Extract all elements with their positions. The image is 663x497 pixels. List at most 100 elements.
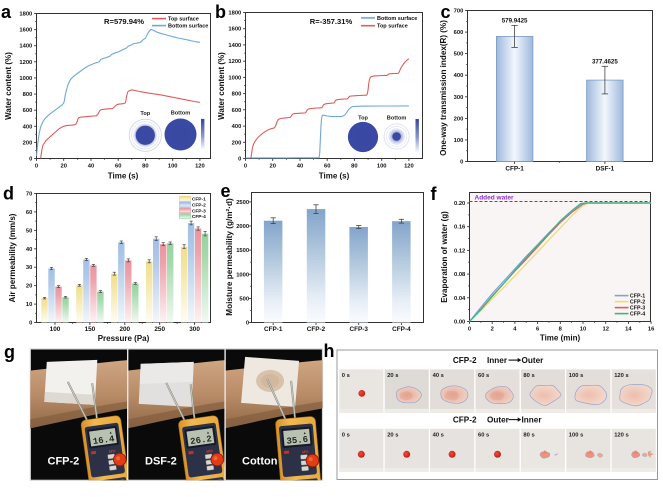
svg-text:Top: Top <box>358 116 368 122</box>
svg-text:g: g <box>4 342 15 362</box>
svg-text:30: 30 <box>26 265 32 271</box>
svg-text:40 s: 40 s <box>433 373 444 379</box>
svg-text:2000: 2000 <box>236 224 249 230</box>
svg-text:120 s: 120 s <box>614 373 629 379</box>
svg-text:Cotton: Cotton <box>242 455 278 467</box>
svg-text:80: 80 <box>142 164 148 170</box>
svg-text:60: 60 <box>115 164 121 170</box>
svg-text:Inner: Inner <box>487 356 508 365</box>
svg-text:500: 500 <box>454 52 464 58</box>
svg-text:200: 200 <box>23 140 33 146</box>
svg-text:0.08: 0.08 <box>454 272 466 278</box>
svg-text:Top surface: Top surface <box>377 24 408 30</box>
svg-text:200: 200 <box>454 116 464 122</box>
svg-text:0: 0 <box>35 164 38 170</box>
svg-text:Bottom surface: Bottom surface <box>377 16 417 22</box>
svg-text:0: 0 <box>246 321 249 327</box>
svg-text:0: 0 <box>238 157 241 163</box>
svg-text:300: 300 <box>454 95 464 101</box>
svg-text:10: 10 <box>580 327 586 333</box>
svg-text:0: 0 <box>460 160 463 166</box>
svg-text:100: 100 <box>454 138 464 144</box>
svg-text:a: a <box>1 2 12 22</box>
svg-text:M%: M% <box>302 450 309 455</box>
svg-text:c: c <box>441 2 451 22</box>
svg-text:CFP-1: CFP-1 <box>630 294 645 300</box>
svg-text:Evaporation of water (g): Evaporation of water (g) <box>440 211 449 303</box>
svg-text:▲: ▲ <box>109 430 113 434</box>
svg-text:M%: M% <box>206 449 214 454</box>
svg-text:50: 50 <box>26 228 32 234</box>
svg-text:CFP-2: CFP-2 <box>192 203 206 209</box>
svg-text:6: 6 <box>536 327 540 333</box>
svg-text:80: 80 <box>351 164 357 170</box>
svg-text:1000: 1000 <box>228 75 241 81</box>
svg-text:Bottom: Bottom <box>387 116 407 122</box>
svg-text:Time (s): Time (s) <box>108 172 139 181</box>
svg-text:Top: Top <box>140 111 150 117</box>
svg-text:14: 14 <box>625 327 632 333</box>
svg-text:0: 0 <box>29 321 32 327</box>
svg-text:26.2: 26.2 <box>190 434 213 447</box>
svg-text:Inner: Inner <box>522 416 543 425</box>
svg-text:CFP-2: CFP-2 <box>453 416 477 425</box>
svg-text:0: 0 <box>468 327 471 333</box>
svg-text:Bottom: Bottom <box>171 111 191 117</box>
svg-text:60 s: 60 s <box>478 373 489 379</box>
svg-text:60 s: 60 s <box>478 433 489 439</box>
svg-text:R=579.94%: R=579.94% <box>104 17 144 26</box>
svg-text:0.16: 0.16 <box>454 225 466 231</box>
svg-text:60: 60 <box>26 210 32 216</box>
svg-text:0.12: 0.12 <box>454 248 465 254</box>
svg-text:35.6: 35.6 <box>286 435 308 447</box>
svg-text:20 s: 20 s <box>387 373 398 379</box>
svg-text:0: 0 <box>244 164 247 170</box>
svg-text:2500: 2500 <box>236 200 249 206</box>
svg-text:40: 40 <box>26 247 32 253</box>
svg-text:CFP-4: CFP-4 <box>630 312 645 318</box>
svg-text:0.00: 0.00 <box>454 320 465 326</box>
svg-text:0: 0 <box>29 157 32 163</box>
svg-text:CFP-3: CFP-3 <box>192 208 206 214</box>
svg-text:1200: 1200 <box>19 60 32 66</box>
svg-text:500: 500 <box>239 296 249 302</box>
svg-text:100: 100 <box>168 164 178 170</box>
svg-text:Time (s): Time (s) <box>319 172 350 181</box>
svg-text:CFP-3: CFP-3 <box>630 306 645 312</box>
svg-text:f: f <box>431 184 438 204</box>
svg-text:579.9425: 579.9425 <box>502 17 528 24</box>
svg-text:Outer: Outer <box>522 356 545 365</box>
svg-text:8: 8 <box>559 327 563 333</box>
svg-text:d: d <box>3 184 14 204</box>
svg-text:20: 20 <box>26 284 32 290</box>
svg-text:DSF-1: DSF-1 <box>596 166 615 173</box>
svg-text:300: 300 <box>189 326 200 333</box>
svg-text:100: 100 <box>377 164 387 170</box>
svg-text:700: 700 <box>454 9 464 15</box>
svg-text:2: 2 <box>491 327 494 333</box>
svg-text:Water content (%): Water content (%) <box>4 52 13 120</box>
svg-text:16.4: 16.4 <box>92 434 115 447</box>
svg-text:10: 10 <box>26 302 32 308</box>
svg-text:Moisture permeability (g/m²·d): Moisture permeability (g/m²·d) <box>225 198 234 316</box>
svg-text:16: 16 <box>648 327 655 333</box>
svg-text:R=-357.31%: R=-357.31% <box>310 17 353 26</box>
svg-text:200: 200 <box>119 326 130 333</box>
svg-text:120: 120 <box>404 164 414 170</box>
svg-text:▲: ▲ <box>303 431 307 435</box>
svg-text:200: 200 <box>232 140 242 146</box>
svg-text:CFP-3: CFP-3 <box>349 326 368 333</box>
svg-text:100 s: 100 s <box>569 373 584 379</box>
svg-text:40: 40 <box>297 164 303 170</box>
svg-text:Outer: Outer <box>487 416 510 425</box>
svg-text:800: 800 <box>23 92 33 98</box>
svg-text:Bottom surface: Bottom surface <box>168 24 208 30</box>
svg-text:4: 4 <box>513 327 517 333</box>
svg-text:Top surface: Top surface <box>168 17 199 23</box>
svg-text:▲: ▲ <box>206 430 210 434</box>
svg-text:Air permeability (mm/s): Air permeability (mm/s) <box>8 213 17 302</box>
svg-text:800: 800 <box>232 92 242 98</box>
svg-text:h: h <box>324 341 335 361</box>
svg-text:1000: 1000 <box>236 272 249 278</box>
svg-text:100 s: 100 s <box>569 433 584 439</box>
